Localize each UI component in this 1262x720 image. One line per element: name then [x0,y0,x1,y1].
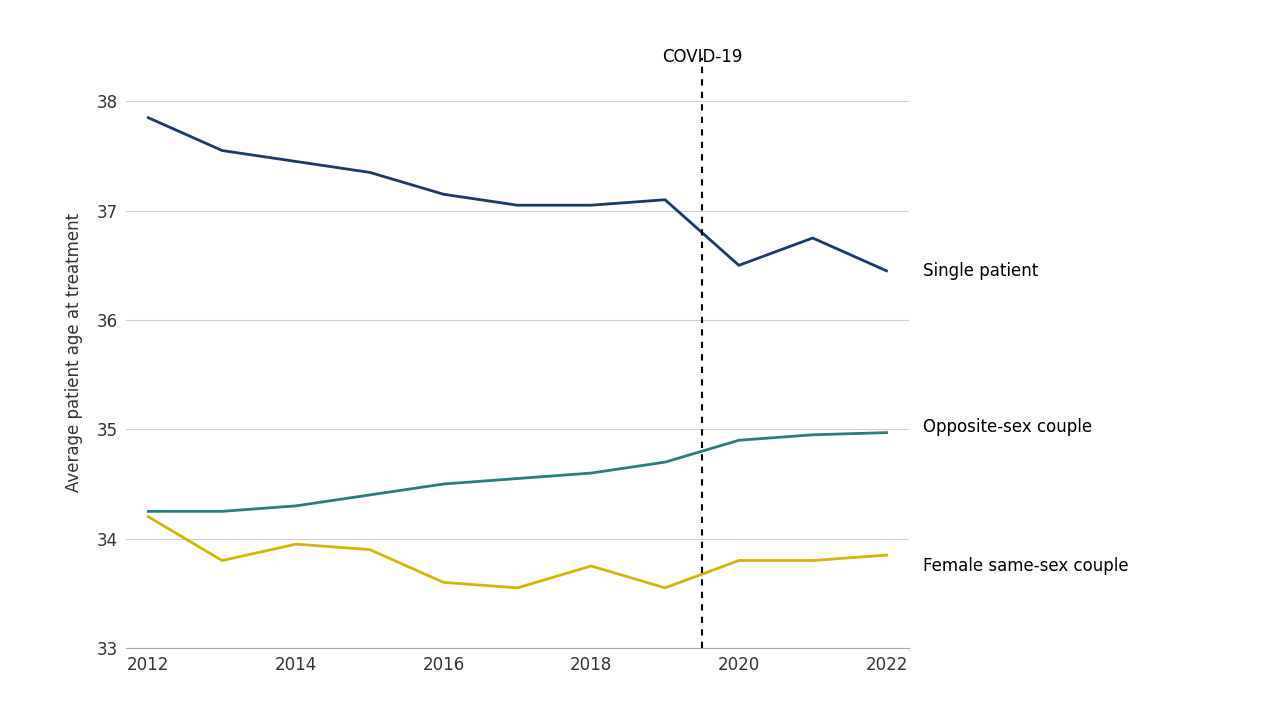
Text: Female same-sex couple: Female same-sex couple [924,557,1129,575]
Text: COVID-19: COVID-19 [661,48,742,66]
Y-axis label: Average patient age at treatment: Average patient age at treatment [64,213,83,492]
Text: Opposite-sex couple: Opposite-sex couple [924,418,1093,436]
Text: Single patient: Single patient [924,262,1039,280]
